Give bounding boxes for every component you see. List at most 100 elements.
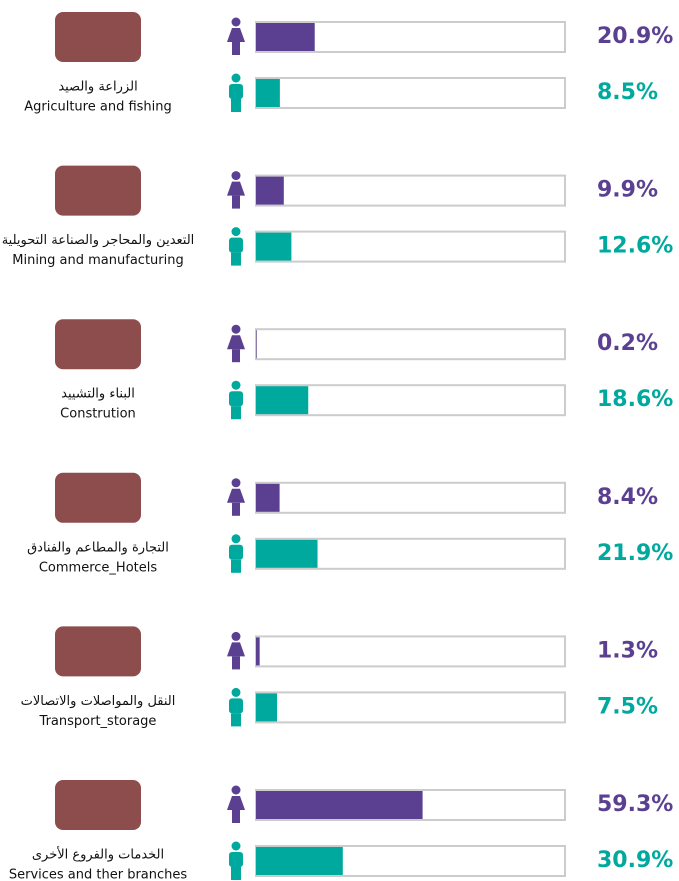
legs	[232, 656, 240, 670]
icon-shape	[55, 626, 141, 677]
female-icon	[227, 785, 245, 823]
bar-track	[255, 481, 566, 514]
legs	[231, 559, 241, 573]
value-label: 20.9%	[597, 24, 673, 49]
bar	[256, 791, 423, 819]
sector-icon	[55, 780, 141, 830]
bar-track	[255, 691, 566, 724]
head	[231, 687, 241, 697]
female-icon	[227, 631, 245, 670]
male-icon	[229, 534, 243, 573]
head	[231, 841, 241, 851]
body	[227, 28, 245, 42]
value-label: 9.9%	[597, 178, 658, 203]
head	[231, 478, 241, 488]
head	[231, 73, 241, 83]
body	[227, 642, 245, 657]
bar-track	[255, 328, 566, 361]
icon-shape	[55, 12, 141, 62]
legs	[231, 713, 241, 727]
value-label: 1.3%	[597, 638, 658, 663]
value-label: 0.2%	[597, 331, 658, 356]
bar	[256, 232, 292, 261]
value-label: 30.9%	[597, 848, 673, 873]
sector-icon	[55, 165, 141, 216]
body	[227, 181, 245, 196]
icon-shape	[55, 319, 141, 370]
body	[227, 488, 245, 503]
body	[229, 237, 243, 253]
sector-icon	[55, 12, 141, 62]
sector-icon	[55, 472, 141, 523]
category-label-ar: التجارة والمطاعم والفنادق	[27, 540, 169, 555]
bar	[256, 386, 309, 415]
head	[231, 227, 241, 237]
bar	[256, 483, 280, 512]
body	[229, 852, 243, 867]
female-icon	[227, 17, 245, 55]
category-label: Services and ther branches	[9, 868, 188, 881]
value-label: 7.5%	[597, 694, 658, 719]
value-label: 59.3%	[597, 792, 673, 817]
male-icon	[229, 380, 243, 420]
head	[231, 380, 241, 390]
male-icon	[229, 73, 243, 112]
body	[229, 698, 243, 714]
bar	[256, 79, 280, 107]
category-label-ar: الخدمات والفروع الأخرى	[32, 846, 164, 863]
category-label-ar: التعدين والمحاجر والصناعة التحويلية	[2, 233, 195, 248]
body	[227, 796, 245, 810]
body	[229, 84, 243, 99]
bar	[256, 693, 278, 722]
bar	[256, 23, 315, 51]
category-label-ar: الزراعة والصيد	[58, 80, 137, 95]
bar	[256, 176, 284, 205]
sector-icon	[55, 626, 141, 677]
legs	[232, 349, 240, 363]
legs	[232, 810, 240, 823]
icon-shape	[55, 472, 141, 523]
legs	[232, 42, 240, 55]
body	[229, 544, 243, 560]
bar-track	[255, 77, 566, 109]
value-label: 21.9%	[597, 541, 673, 566]
head	[231, 631, 241, 641]
head	[231, 534, 241, 544]
legs	[231, 867, 241, 880]
category-label-ar: النقل والمواصلات والاتصالات	[21, 694, 176, 709]
category-label: Constrution	[60, 407, 136, 422]
bar	[256, 637, 260, 666]
male-icon	[229, 227, 243, 266]
bar-track	[255, 174, 566, 207]
legs	[231, 406, 241, 420]
bar-track	[255, 230, 566, 263]
female-icon	[227, 478, 245, 516]
icon-shape	[55, 780, 141, 830]
legs	[231, 99, 241, 112]
legs	[232, 195, 240, 209]
value-label: 12.6%	[597, 234, 673, 259]
body	[229, 391, 243, 407]
legs	[232, 502, 240, 516]
female-icon	[227, 324, 245, 363]
legs	[231, 252, 241, 266]
bar	[256, 847, 343, 875]
category-label-ar: البناء والتشييد	[61, 387, 135, 402]
head	[231, 171, 241, 181]
head	[231, 324, 241, 334]
value-label: 18.6%	[597, 387, 673, 412]
bar	[256, 539, 318, 568]
value-label: 8.5%	[597, 80, 658, 105]
head	[231, 785, 241, 795]
category-label: Agriculture and fishing	[24, 100, 172, 115]
body	[227, 335, 245, 350]
bar	[256, 330, 257, 359]
category-label: Mining and manufacturing	[12, 253, 183, 268]
male-icon	[229, 841, 243, 880]
category-label: Transport_storage	[39, 714, 157, 729]
sector-icon	[55, 319, 141, 370]
male-icon	[229, 687, 243, 727]
bar-track	[255, 635, 566, 668]
icon-shape	[55, 165, 141, 216]
